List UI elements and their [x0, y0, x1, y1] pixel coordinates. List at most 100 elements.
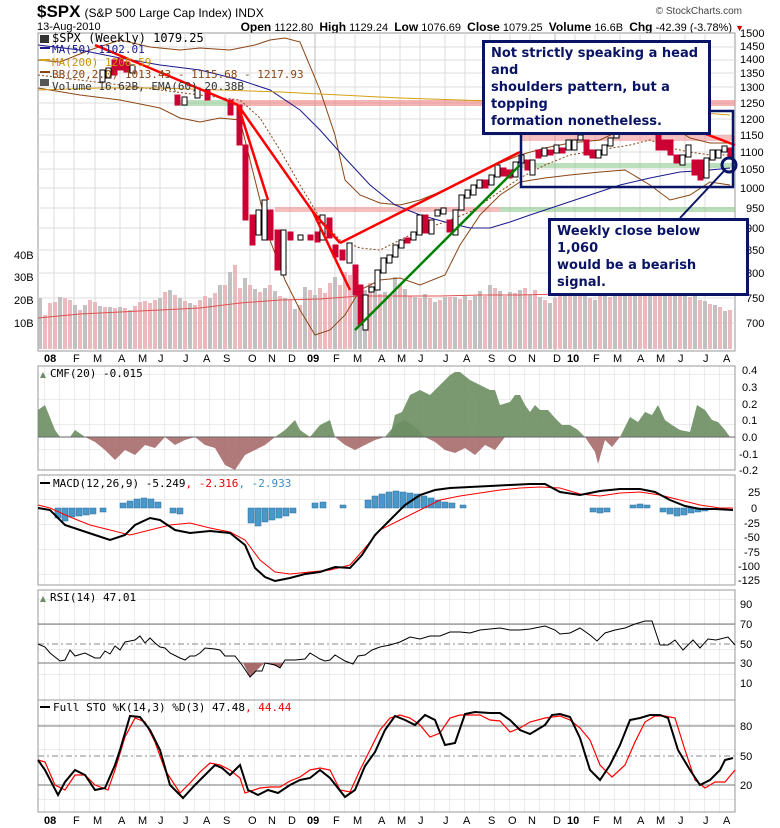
macd-panel: 25 0 -25 -50 -75 -100 -125: [37, 474, 760, 587]
svg-text:-0.2: -0.2: [739, 465, 758, 477]
svg-text:850: 850: [746, 245, 764, 257]
svg-text:800: 800: [746, 268, 764, 280]
svg-text:A: A: [203, 815, 211, 827]
svg-text:750: 750: [746, 293, 764, 305]
svg-text:M: M: [138, 353, 147, 365]
support-band-950: [500, 207, 735, 212]
svg-text:20B: 20B: [14, 295, 34, 307]
svg-text:F: F: [73, 815, 80, 827]
svg-text:80: 80: [740, 721, 752, 733]
svg-text:J: J: [183, 815, 189, 827]
svg-text:S: S: [223, 353, 230, 365]
svg-text:M: M: [353, 815, 362, 827]
svg-text:O: O: [248, 353, 257, 365]
svg-text:A: A: [378, 815, 386, 827]
support-band-1060: [520, 163, 735, 168]
sto-panel: 80 50 20: [37, 699, 752, 813]
svg-text:10B: 10B: [14, 318, 34, 330]
legend-volume: Volume 16.62B, EMA(60) 20.38B: [52, 80, 245, 94]
svg-text:08: 08: [44, 353, 56, 365]
chart-title: $SPX (S&P 500 Large Cap Index) INDX: [37, 2, 264, 22]
svg-text:950: 950: [746, 203, 764, 215]
svg-text:1250: 1250: [740, 98, 764, 110]
rsi-axis: 90 70 50 30 10: [740, 599, 752, 690]
credit: © StockCharts.com: [655, 6, 742, 17]
svg-text:50: 50: [740, 639, 752, 651]
chart-date: 13-Aug-2010: [37, 21, 101, 33]
svg-text:M: M: [93, 815, 102, 827]
svg-text:1500: 1500: [740, 28, 764, 40]
svg-text:A: A: [118, 815, 126, 827]
svg-text:D: D: [553, 815, 561, 827]
svg-text:A: A: [637, 353, 645, 365]
svg-text:-100: -100: [738, 561, 760, 573]
svg-text:M: M: [138, 815, 147, 827]
svg-text:A: A: [378, 353, 386, 365]
svg-text:70: 70: [740, 619, 752, 631]
svg-text:09: 09: [307, 353, 319, 365]
resistance-band-950: [275, 207, 500, 212]
svg-text:1000: 1000: [740, 183, 764, 195]
svg-text:A: A: [118, 353, 126, 365]
svg-text:A: A: [723, 353, 731, 365]
svg-text:1200: 1200: [740, 114, 764, 126]
svg-text:700: 700: [746, 318, 764, 330]
svg-text:O: O: [508, 353, 517, 365]
symbol-name: (S&P 500 Large Cap Index) INDX: [84, 6, 264, 20]
svg-text:F: F: [333, 353, 340, 365]
svg-text:M: M: [656, 815, 665, 827]
svg-text:25: 25: [748, 487, 760, 499]
price-legend-text: $SPX (Weekly) 1079.25 MA(50) 1102.01 MA(…: [52, 32, 304, 93]
svg-text:A: A: [463, 815, 471, 827]
svg-text:F: F: [593, 353, 600, 365]
svg-text:N: N: [268, 815, 276, 827]
svg-text:90: 90: [740, 599, 752, 611]
svg-text:-0.1: -0.1: [739, 449, 758, 461]
svg-text:1400: 1400: [740, 54, 764, 66]
svg-text:M: M: [353, 353, 362, 365]
macd-axis: 25 0 -25 -50 -75 -100 -125: [738, 487, 760, 587]
cmf-panel: 0.4 0.3 0.2 0.1 0.0 -0.1 -0.2: [37, 365, 758, 477]
bearish-signal-circle: [720, 156, 738, 174]
symbol: $SPX: [37, 2, 81, 21]
svg-text:09: 09: [307, 815, 319, 827]
svg-text:08: 08: [44, 815, 56, 827]
svg-text:S: S: [223, 815, 230, 827]
svg-text:M: M: [656, 353, 665, 365]
svg-text:40B: 40B: [14, 250, 34, 262]
sto-k-line: [37, 710, 734, 800]
svg-text:M: M: [613, 353, 622, 365]
svg-text:O: O: [508, 815, 517, 827]
svg-text:30B: 30B: [14, 272, 34, 284]
cmf-label: CMF(20) -0.015: [50, 367, 143, 380]
svg-text:1050: 1050: [740, 164, 764, 176]
rsi-label: RSI(14) 47.01: [50, 591, 137, 604]
svg-text:J: J: [678, 815, 684, 827]
svg-text:D: D: [288, 353, 296, 365]
svg-text:1100: 1100: [740, 147, 764, 159]
support-band-old: [175, 100, 230, 106]
legend-ma50: MA(50) 1102.01: [52, 43, 145, 57]
svg-text:M: M: [397, 815, 406, 827]
svg-text:-50: -50: [744, 532, 760, 544]
svg-text:1450: 1450: [740, 41, 764, 53]
macd-label: MACD(12,26,9) -5.249, -2.316, -2.933: [53, 477, 292, 490]
svg-text:J: J: [158, 815, 164, 827]
svg-text:20: 20: [740, 780, 752, 792]
svg-text:O: O: [248, 815, 257, 827]
svg-text:900: 900: [746, 223, 764, 235]
svg-text:N: N: [528, 353, 536, 365]
legend-bb: BB(20,2.0) 1013.43 - 1115.68 - 1217.93: [52, 67, 304, 81]
svg-text:D: D: [553, 353, 561, 365]
svg-text:F: F: [73, 353, 80, 365]
svg-text:S: S: [488, 353, 495, 365]
svg-text:J: J: [418, 353, 424, 365]
svg-text:0.4: 0.4: [742, 365, 757, 377]
svg-text:J: J: [703, 353, 709, 365]
legend-price: $SPX (Weekly) 1079.25: [52, 31, 204, 45]
svg-text:N: N: [268, 353, 276, 365]
